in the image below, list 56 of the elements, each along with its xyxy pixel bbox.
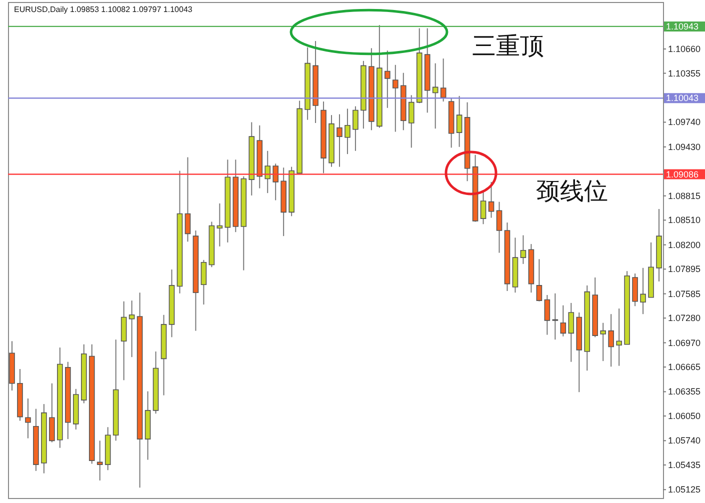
- candlestick: [640, 267, 646, 315]
- candlestick: [49, 382, 55, 443]
- y-tick-label: 1.07585: [668, 288, 701, 299]
- candlestick: [480, 190, 486, 225]
- candlestick: [344, 108, 350, 155]
- candlestick: [632, 272, 638, 307]
- y-tick-label: 1.06050: [668, 410, 701, 421]
- y-tick-label: 1.06970: [668, 338, 701, 348]
- candlestick: [608, 314, 614, 368]
- candlestick: [544, 294, 550, 336]
- candlestick: [272, 163, 278, 201]
- y-tick-label: 1.10660: [668, 44, 701, 54]
- y-tick-label: 1.10355: [668, 68, 701, 78]
- candlestick: [432, 62, 438, 130]
- y-tick-label: 1.05435: [668, 460, 701, 470]
- y-tick-label: 1.07280: [668, 313, 701, 324]
- candlestick: [440, 58, 446, 102]
- candlestick: [384, 50, 390, 108]
- candlestick: [264, 150, 271, 194]
- ref-line-label: 1.09086: [666, 169, 699, 180]
- ref-line-label: 1.10943: [666, 21, 699, 32]
- y-tick-label: 1.06665: [668, 362, 701, 372]
- y-tick-label: 1.09430: [668, 142, 701, 152]
- candlestick: [600, 322, 606, 362]
- candlestick: [488, 181, 494, 218]
- y-tick-label: 1.05740: [668, 436, 701, 446]
- candlestick: [520, 234, 526, 264]
- y-tick-label: 1.07895: [668, 264, 701, 274]
- candlestick: [552, 292, 558, 340]
- candlestick: [96, 440, 103, 481]
- candlestick: [216, 202, 223, 247]
- candlestick: [616, 308, 622, 366]
- candlestick: [408, 94, 414, 148]
- y-tick-label: 1.06355: [668, 386, 701, 397]
- ref-line-label: 1.10043: [666, 93, 699, 104]
- candlestick: [128, 300, 135, 358]
- candlestick: [25, 398, 31, 439]
- candlestick: [456, 95, 462, 148]
- y-tick-label: 1.09740: [668, 117, 701, 128]
- annotation: 三重顶: [472, 34, 544, 60]
- annotation: 颈线位: [536, 179, 608, 205]
- candlestick: [392, 64, 398, 132]
- candlestick: [352, 106, 358, 152]
- candlestick: [560, 304, 566, 337]
- candlestick: [496, 201, 502, 254]
- y-tick-label: 1.05125: [668, 484, 701, 495]
- candlestick: [536, 258, 542, 302]
- candlestick: [120, 300, 127, 381]
- candlestick: [184, 156, 191, 242]
- candlestick: [568, 302, 574, 362]
- y-tick-label: 1.08510: [668, 215, 701, 226]
- y-tick-label: 1.08815: [668, 190, 701, 201]
- chart-title: EURUSD,Daily 1.09853 1.10082 1.09797 1.10043: [14, 5, 193, 14]
- candlestick: [200, 259, 207, 306]
- candlestick: [336, 114, 342, 168]
- y-tick-label: 1.08200: [668, 240, 701, 250]
